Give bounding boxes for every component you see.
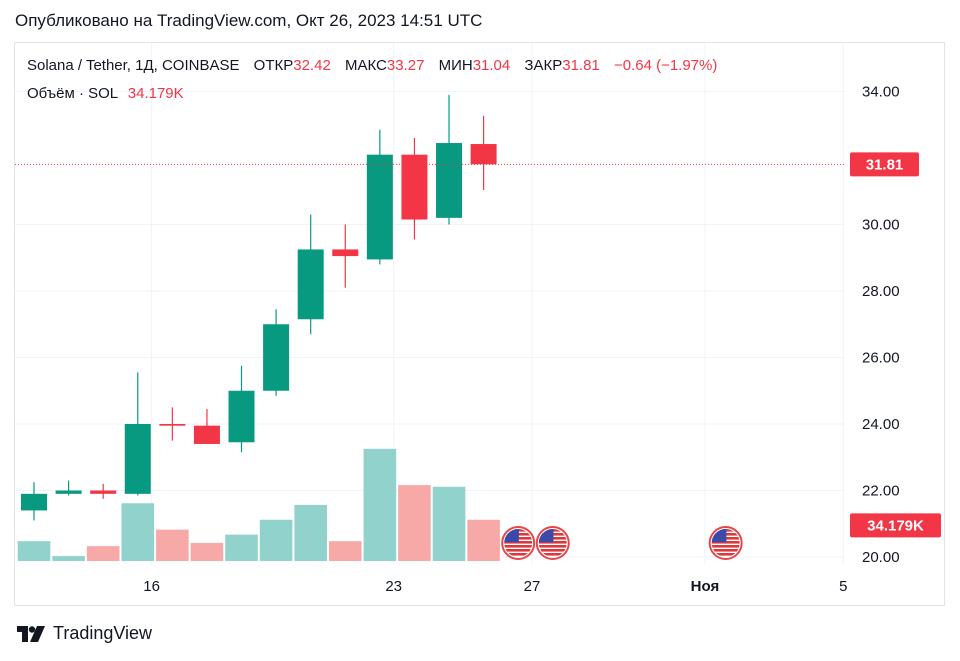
candle-body	[332, 249, 359, 257]
open-label: ОТКР	[253, 57, 294, 74]
flag-body	[504, 529, 533, 556]
candle-body	[124, 424, 151, 494]
flag-stripe	[538, 549, 567, 552]
candle-body	[366, 154, 393, 260]
candle-body	[90, 490, 117, 494]
volume-bar	[225, 534, 258, 561]
brand-name: TradingView	[53, 623, 153, 643]
x-tick-label: 23	[385, 578, 402, 595]
chart-frame	[14, 42, 945, 606]
flag-stripe	[538, 553, 567, 556]
volume-legend: Объём · SOL 34.179K	[27, 85, 184, 102]
ohlc-legend: Solana / Tether, 1Д, COINBASE ОТКР32.42 …	[27, 57, 717, 74]
us-flag-icon[interactable]	[535, 526, 570, 560]
tradingview-logo-icon	[17, 625, 45, 642]
candle-body	[193, 425, 220, 444]
candle-body	[263, 324, 290, 391]
y-tick-label: 28.00	[862, 283, 900, 300]
volume-bar	[52, 556, 85, 561]
y-tick-label: 26.00	[862, 350, 900, 367]
tradingview-logo[interactable]: TradingView	[17, 623, 152, 644]
volume-bar	[190, 542, 224, 561]
high-label: МАКС	[344, 57, 387, 74]
flag-stripe	[711, 549, 740, 552]
candle-body	[470, 144, 497, 165]
low-value: 31.04	[472, 57, 511, 74]
flag-stripe	[711, 553, 740, 556]
us-flag-icon[interactable]	[708, 526, 743, 560]
volume-bar	[294, 504, 327, 561]
close-value: 31.81	[562, 57, 600, 74]
candle-body	[228, 390, 255, 443]
volume-bar	[259, 519, 293, 561]
flag-stripe	[538, 545, 567, 548]
candle-body	[401, 154, 428, 220]
candle-body	[159, 424, 186, 426]
change-value: −0.64 (−1.97%)	[613, 57, 718, 74]
volume-bar	[398, 485, 431, 561]
volume-bar	[467, 519, 500, 561]
symbol-title[interactable]: Solana / Tether, 1Д, COINBASE	[27, 57, 240, 74]
open-value: 32.42	[293, 57, 331, 74]
volume-bar	[17, 541, 51, 561]
x-tick-label: Ноя	[691, 578, 720, 595]
volume-bar	[432, 486, 466, 561]
candle-body	[436, 143, 463, 218]
last-price-label: 31.81	[866, 156, 904, 173]
volume-axis-label: 34.179K	[867, 517, 924, 534]
candle-body	[297, 249, 324, 320]
flag-stripe	[504, 549, 533, 552]
close-label: ЗАКР	[524, 57, 563, 74]
candle-body	[21, 493, 48, 511]
last-price-badge	[850, 152, 919, 177]
low-label: МИН	[438, 57, 473, 74]
flag-stripe	[711, 545, 740, 548]
x-tick-label: 16	[143, 578, 160, 595]
us-flag-icon[interactable]	[501, 526, 536, 560]
volume-bar	[86, 546, 120, 561]
published-caption: Опубликовано на TradingView.com, Окт 26,…	[15, 11, 483, 30]
volume-badge	[850, 513, 941, 538]
volume-value: 34.179K	[127, 85, 184, 102]
flag-body	[538, 529, 567, 556]
y-tick-label: 22.00	[862, 483, 900, 500]
volume-bar	[363, 448, 397, 561]
volume-bar	[328, 541, 362, 561]
candle-body	[55, 490, 82, 494]
flag-stripe	[504, 553, 533, 556]
x-tick-label: 27	[524, 578, 541, 595]
y-tick-label: 24.00	[862, 416, 900, 433]
volume-bar	[156, 529, 189, 561]
y-tick-label: 30.00	[862, 217, 900, 234]
volume-bar	[121, 503, 155, 561]
high-value: 33.27	[386, 57, 425, 74]
flag-stripe	[504, 545, 533, 548]
x-tick-label: 5	[839, 578, 847, 595]
y-tick-label: 34.00	[862, 84, 900, 101]
volume-label[interactable]: Объём · SOL	[27, 85, 118, 102]
y-tick-label: 20.00	[862, 549, 900, 566]
